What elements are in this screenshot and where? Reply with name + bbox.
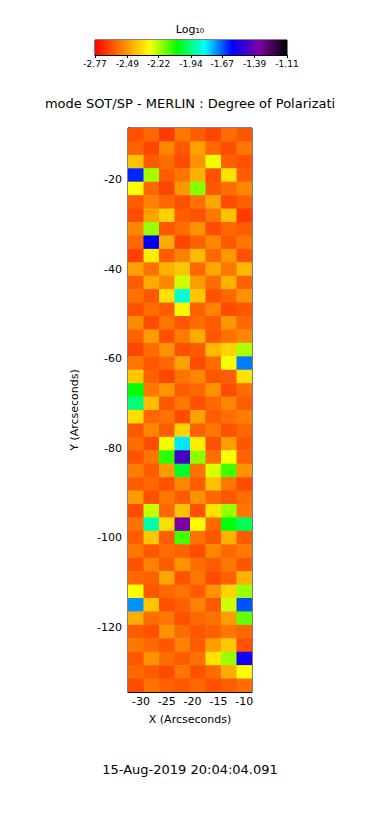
svg-text:-2.22: -2.22: [147, 59, 170, 69]
svg-text:-20: -20: [104, 173, 122, 186]
svg-text:-15: -15: [209, 695, 227, 708]
svg-text:-1.39: -1.39: [243, 59, 267, 69]
svg-text:-80: -80: [104, 442, 122, 455]
svg-text:X (Arcseconds): X (Arcseconds): [149, 713, 231, 726]
svg-text:-20: -20: [184, 695, 202, 708]
svg-text:15-Aug-2019 20:04:04.091: 15-Aug-2019 20:04:04.091: [102, 762, 278, 777]
svg-text:-30: -30: [132, 695, 150, 708]
svg-text:mode SOT/SP - MERLIN : Degree: mode SOT/SP - MERLIN : Degree of Polariz…: [45, 96, 335, 111]
svg-text:-10: -10: [235, 695, 253, 708]
svg-text:-1.67: -1.67: [211, 59, 234, 69]
svg-text:Log₁₀: Log₁₀: [176, 23, 205, 36]
svg-text:-1.94: -1.94: [179, 59, 203, 69]
svg-text:Y (Arcseconds): Y (Arcseconds): [68, 369, 81, 452]
svg-text:-100: -100: [97, 531, 122, 544]
svg-text:-2.77: -2.77: [83, 59, 106, 69]
svg-text:-120: -120: [97, 621, 122, 634]
svg-text:-25: -25: [158, 695, 176, 708]
svg-text:-60: -60: [104, 352, 122, 365]
svg-text:-1.11: -1.11: [275, 59, 298, 69]
svg-text:-40: -40: [104, 263, 122, 276]
svg-text:-2.49: -2.49: [116, 59, 140, 69]
